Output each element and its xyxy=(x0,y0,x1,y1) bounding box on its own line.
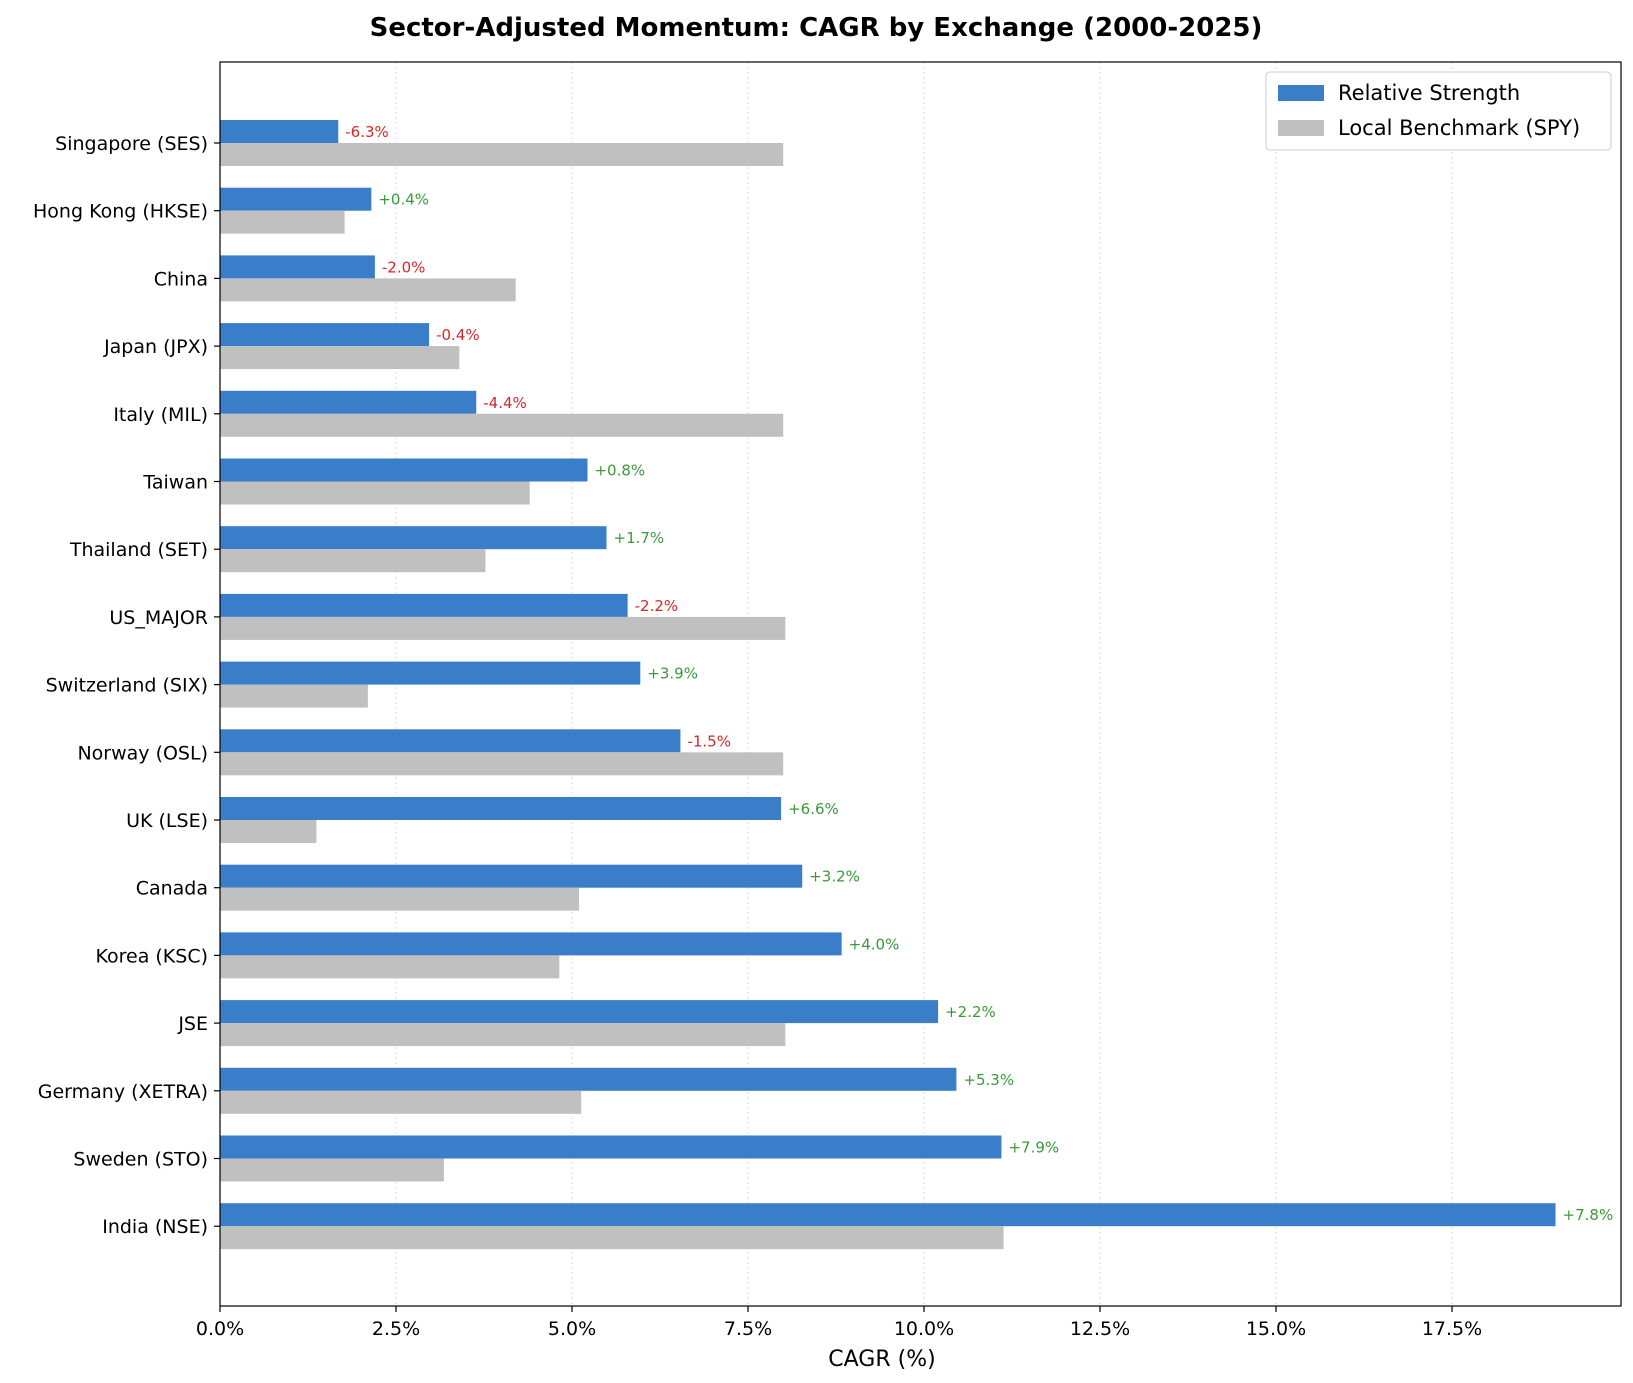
y-tick-label: India (NSE) xyxy=(102,1216,208,1238)
legend: Relative Strength Local Benchmark (SPY) xyxy=(1265,71,1612,151)
bar-local-benchmark xyxy=(220,887,580,911)
data-label: -2.2% xyxy=(635,597,679,615)
bar-relative-strength xyxy=(220,1000,939,1024)
data-label: +2.2% xyxy=(945,1003,996,1021)
bar-relative-strength xyxy=(220,593,628,617)
y-axis-ticks: Singapore (SES) Hong Kong (HKSE) China Japa… xyxy=(33,133,220,1238)
data-label: +7.8% xyxy=(1563,1206,1614,1224)
bars xyxy=(220,120,1556,1250)
x-tick-label: 7.5% xyxy=(724,1318,772,1340)
bar-local-benchmark xyxy=(220,549,486,573)
y-tick-label: Thailand (SET) xyxy=(69,539,208,561)
legend-label: Relative Strength xyxy=(1338,81,1520,105)
y-tick-label: Singapore (SES) xyxy=(55,133,208,155)
bar-local-benchmark xyxy=(220,1158,444,1182)
data-label: +5.3% xyxy=(963,1071,1014,1089)
data-label: +0.8% xyxy=(594,462,645,480)
legend-box xyxy=(1265,71,1612,151)
bar-local-benchmark xyxy=(220,346,460,370)
bar-relative-strength xyxy=(220,661,641,685)
x-axis-ticks: 0.0% 2.5% 5.0% 7.5% 10.0% 12.5% 15.0% 17.5% xyxy=(196,1306,1482,1340)
y-tick-label: China xyxy=(154,268,208,290)
y-tick-label: Germany (XETRA) xyxy=(38,1081,208,1103)
y-tick-label: US_MAJOR xyxy=(109,607,208,629)
y-tick-label: Norway (OSL) xyxy=(77,742,208,764)
bar-relative-strength xyxy=(220,458,588,482)
y-tick-label: Hong Kong (HKSE) xyxy=(33,201,208,223)
data-label: +3.9% xyxy=(647,665,698,683)
data-label: -4.4% xyxy=(483,394,527,412)
bar-relative-strength xyxy=(220,797,782,820)
y-tick-label: JSE xyxy=(177,1013,208,1035)
bar-relative-strength xyxy=(220,864,803,888)
bar-local-benchmark xyxy=(220,1090,582,1114)
x-tick-label: 5.0% xyxy=(548,1318,596,1340)
y-tick-label: Sweden (STO) xyxy=(73,1149,208,1171)
x-tick-label: 10.0% xyxy=(894,1318,954,1340)
bar-relative-strength xyxy=(220,323,430,347)
bar-relative-strength xyxy=(220,187,372,211)
data-label: -6.3% xyxy=(345,123,389,141)
legend-swatch xyxy=(1278,120,1324,136)
bar-local-benchmark xyxy=(220,210,345,234)
legend-swatch xyxy=(1278,85,1324,101)
bar-relative-strength xyxy=(220,255,375,279)
bar-local-benchmark xyxy=(220,413,784,437)
bar-local-benchmark xyxy=(220,684,368,708)
y-tick-label: Canada xyxy=(136,878,208,900)
x-tick-label: 2.5% xyxy=(372,1318,420,1340)
data-label: +6.6% xyxy=(788,800,839,818)
bar-local-benchmark xyxy=(220,278,516,302)
data-label: +3.2% xyxy=(809,868,860,886)
x-axis-label: CAGR (%) xyxy=(828,1347,935,1372)
bar-local-benchmark xyxy=(220,616,786,640)
legend-label: Local Benchmark (SPY) xyxy=(1338,116,1580,140)
bar-local-benchmark xyxy=(220,1023,786,1047)
data-label: -0.4% xyxy=(436,326,480,344)
bar-relative-strength xyxy=(220,1067,957,1091)
x-tick-label: 12.5% xyxy=(1070,1318,1130,1340)
x-tick-label: 17.5% xyxy=(1422,1318,1482,1340)
x-tick-label: 15.0% xyxy=(1246,1318,1306,1340)
bar-local-benchmark xyxy=(220,955,560,979)
bar-relative-strength xyxy=(220,729,681,753)
y-tick-label: UK (LSE) xyxy=(126,810,208,832)
chart-title: Sector-Adjusted Momentum: CAGR by Exchan… xyxy=(370,13,1263,43)
data-label: +7.9% xyxy=(1008,1139,1059,1157)
data-labels: -6.3% +0.4% -2.0% -0.4% -4.4% +0.8% +1.7% -2.2%… xyxy=(345,123,1613,1224)
bar-relative-strength xyxy=(220,390,477,414)
data-label: +1.7% xyxy=(614,529,665,547)
bar-local-benchmark xyxy=(220,1226,1004,1250)
bar-relative-strength xyxy=(220,1135,1002,1159)
y-tick-label: Japan (JPX) xyxy=(103,336,208,358)
bar-relative-strength xyxy=(220,1203,1556,1227)
bar-relative-strength xyxy=(220,932,842,956)
data-label: +4.0% xyxy=(849,935,900,953)
bar-relative-strength xyxy=(220,526,607,550)
y-tick-label: Switzerland (SIX) xyxy=(46,675,208,697)
bar-local-benchmark xyxy=(220,143,784,166)
bar-relative-strength xyxy=(220,120,339,143)
y-tick-label: Italy (MIL) xyxy=(113,404,208,426)
data-label: -2.0% xyxy=(382,258,426,276)
x-tick-label: 0.0% xyxy=(196,1318,244,1340)
bar-local-benchmark xyxy=(220,752,784,776)
data-label: -1.5% xyxy=(687,732,731,750)
bar-local-benchmark xyxy=(220,820,317,843)
data-label: +0.4% xyxy=(378,191,429,209)
y-tick-label: Korea (KSC) xyxy=(95,945,208,967)
y-tick-label: Taiwan xyxy=(142,472,208,494)
bar-local-benchmark xyxy=(220,481,530,505)
